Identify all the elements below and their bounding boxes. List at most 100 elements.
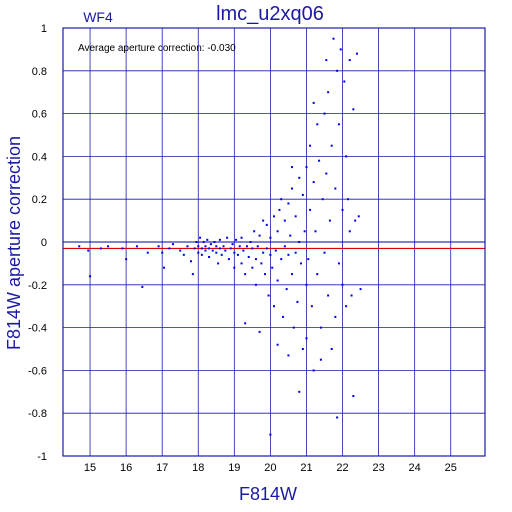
- y-tick-label: -0.4: [28, 323, 47, 335]
- data-point: [87, 249, 90, 252]
- data-point: [305, 166, 308, 169]
- y-tick-label: 0.4: [32, 151, 47, 163]
- data-point: [305, 283, 308, 286]
- data-point: [157, 245, 160, 248]
- data-point: [209, 243, 212, 246]
- data-point: [280, 258, 283, 261]
- data-point: [215, 251, 218, 254]
- data-point: [121, 247, 124, 250]
- x-tick-label: 17: [156, 462, 168, 474]
- data-point: [348, 230, 351, 233]
- data-point: [318, 159, 321, 162]
- data-point: [334, 315, 337, 318]
- x-axis-label: F814W: [239, 484, 297, 504]
- data-point: [309, 208, 312, 211]
- x-tick-label: 19: [228, 462, 240, 474]
- data-point: [186, 245, 189, 248]
- data-point: [224, 249, 227, 252]
- y-tick-label: -0.2: [28, 280, 47, 292]
- data-point: [350, 294, 353, 297]
- data-point: [298, 241, 301, 243]
- data-point: [168, 247, 171, 250]
- data-point: [208, 255, 211, 258]
- data-point: [289, 234, 292, 237]
- data-point: [190, 260, 193, 263]
- y-tick-label: -1: [37, 451, 47, 463]
- data-point: [276, 230, 279, 233]
- data-point: [218, 247, 221, 250]
- data-point: [265, 223, 268, 226]
- average-correction-annotation: Average aperture correction: -0.030: [78, 43, 236, 54]
- chip-label: WF4: [83, 9, 113, 25]
- data-point: [327, 294, 330, 297]
- data-point: [245, 245, 248, 248]
- data-point: [251, 247, 254, 250]
- data-point: [282, 315, 285, 318]
- data-point: [161, 251, 164, 254]
- data-point: [125, 258, 128, 261]
- data-point: [249, 241, 252, 243]
- data-point: [339, 48, 342, 51]
- data-point: [316, 123, 319, 126]
- data-point: [269, 236, 272, 239]
- x-tick-label: 25: [445, 462, 457, 474]
- data-point: [236, 253, 239, 256]
- data-point: [325, 59, 328, 62]
- data-point: [78, 245, 81, 248]
- data-point: [211, 249, 214, 252]
- data-point: [276, 279, 279, 282]
- data-point: [348, 59, 351, 62]
- data-point: [300, 262, 303, 265]
- y-tick-label: 0.8: [32, 66, 47, 78]
- data-point: [328, 219, 331, 222]
- y-tick-label: 1: [41, 23, 47, 35]
- data-point: [141, 285, 144, 288]
- data-point: [197, 251, 200, 254]
- data-point: [254, 258, 257, 261]
- data-point: [283, 245, 286, 248]
- data-point: [273, 215, 275, 218]
- x-tick-label: 24: [409, 462, 421, 474]
- data-point: [309, 144, 312, 147]
- data-point: [235, 238, 238, 241]
- data-point: [99, 247, 102, 250]
- data-point: [294, 251, 297, 254]
- data-point: [354, 219, 357, 222]
- data-point: [332, 37, 335, 40]
- y-tick-label: 0: [41, 237, 47, 249]
- data-point: [301, 348, 304, 350]
- data-point: [319, 326, 322, 329]
- data-point: [226, 236, 229, 239]
- y-tick-label: 0.2: [32, 194, 47, 206]
- tick-labels: 15 16 17 18 19 20 21 22 23 24 25 -1 -0.8 -0.6 -0.4 -0.2…: [28, 23, 457, 474]
- data-point: [303, 230, 306, 233]
- data-point: [312, 369, 315, 372]
- x-tick-label: 22: [336, 462, 348, 474]
- data-point: [146, 251, 149, 254]
- data-point: [247, 255, 250, 258]
- data-point: [240, 236, 243, 239]
- data-point: [220, 253, 223, 256]
- data-point: [193, 247, 196, 250]
- data-point: [204, 245, 207, 248]
- data-point: [197, 245, 200, 248]
- data-point: [253, 230, 256, 233]
- data-point: [202, 241, 205, 243]
- data-point: [307, 258, 310, 261]
- data-point: [274, 249, 277, 252]
- x-tick-label: 21: [300, 462, 312, 474]
- data-point: [107, 245, 110, 248]
- data-point: [334, 187, 337, 190]
- data-point: [273, 305, 275, 308]
- data-points: [78, 37, 362, 436]
- data-point: [260, 262, 263, 265]
- data-point: [218, 238, 221, 241]
- x-tick-label: 23: [372, 462, 384, 474]
- data-point: [269, 253, 272, 256]
- data-point: [330, 348, 333, 350]
- data-point: [287, 354, 290, 357]
- data-point: [359, 288, 362, 291]
- data-point: [305, 337, 308, 340]
- data-point: [345, 155, 348, 158]
